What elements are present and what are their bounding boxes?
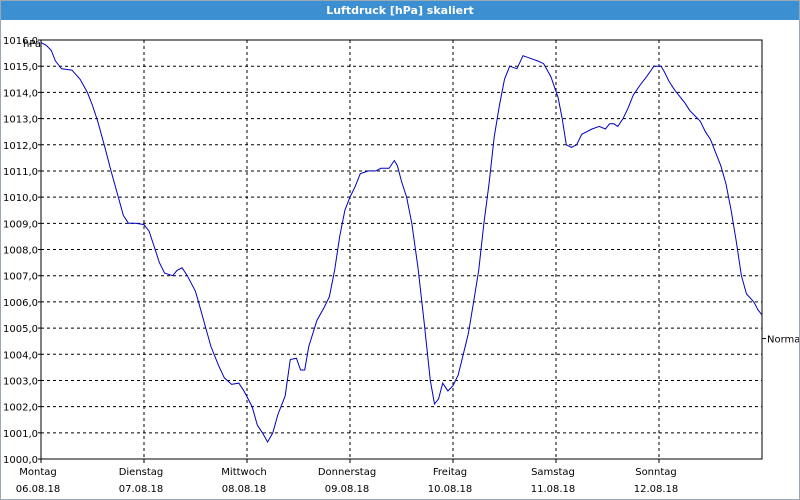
x-tick-day-label: Montag <box>19 467 56 478</box>
y-tick-label: 1011,0 <box>3 167 38 178</box>
y-tick-label: 1000,0 <box>3 455 38 466</box>
y-tick-label: 1008,0 <box>3 246 38 257</box>
x-tick-date-label: 07.08.18 <box>119 484 164 495</box>
x-tick-day-label: Dienstag <box>119 467 164 478</box>
x-tick-day-label: Samstag <box>531 467 575 478</box>
x-tick-date-label: 12.08.18 <box>634 484 679 495</box>
y-tick-label: 1015,0 <box>3 62 38 73</box>
x-tick-date-label: 06.08.18 <box>16 484 61 495</box>
x-tick-day-label: Donnerstag <box>318 467 376 478</box>
series-line <box>40 42 763 444</box>
y-axis-unit-label: hPa <box>23 39 41 50</box>
x-tick-day-label: Freitag <box>433 467 467 478</box>
x-tick-date-label: 08.08.18 <box>222 484 267 495</box>
x-tick-day-label: Sonntag <box>635 467 677 478</box>
y-tick-label: 1007,0 <box>3 272 38 283</box>
normal-reference-label: Normal <box>767 335 799 346</box>
y-tick-label: 1010,0 <box>3 193 38 204</box>
y-tick-label: 1016,0 <box>3 36 38 47</box>
y-tick-label: 1009,0 <box>3 219 38 230</box>
y-tick-label: 1003,0 <box>3 376 38 387</box>
y-tick-label: 1001,0 <box>3 429 38 440</box>
line-chart: 1000,0 1001,0 1002,0 1003,0 1004,0 1005,0 1006… <box>3 36 799 495</box>
x-tick-date-label: 11.08.18 <box>531 484 576 495</box>
y-tick-label: 1013,0 <box>3 115 38 126</box>
y-tick-label: 1004,0 <box>3 350 38 361</box>
y-tick-label: 1005,0 <box>3 324 38 335</box>
window-title: Luftdruck [hPa] skaliert <box>1 1 799 20</box>
y-tick-label: 1012,0 <box>3 141 38 152</box>
x-tick-date-label: 09.08.18 <box>325 484 370 495</box>
x-tick-date-label: 10.08.18 <box>428 484 473 495</box>
y-tick-label: 1002,0 <box>3 403 38 414</box>
y-tick-label: 1006,0 <box>3 298 38 309</box>
y-tick-label: 1014,0 <box>3 88 38 99</box>
x-tick-day-label: Mittwoch <box>221 467 266 478</box>
